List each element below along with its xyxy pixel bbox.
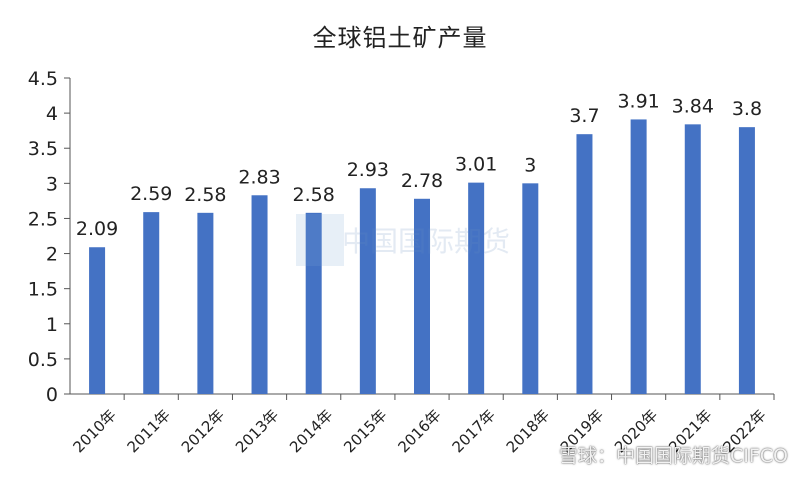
- bar: [630, 119, 647, 394]
- data-label: 2.09: [76, 218, 118, 240]
- data-label: 2.93: [347, 159, 389, 181]
- data-label: 2.83: [238, 166, 280, 188]
- bar: [468, 182, 485, 394]
- watermark-logo-mark: [296, 214, 344, 266]
- bar: [197, 212, 214, 394]
- bar: [738, 127, 755, 395]
- bar: [89, 247, 106, 394]
- y-tick-label: 1.5: [28, 279, 58, 301]
- chart-title: 全球铝土矿产量: [312, 24, 488, 52]
- data-label: 2.58: [184, 184, 226, 206]
- y-tick-label: 1: [46, 314, 58, 336]
- y-tick-label: 3.5: [28, 138, 58, 160]
- watermark-center-text: 中国国际期货: [342, 225, 511, 258]
- x-tick-label: 2018年: [503, 406, 553, 456]
- y-tick-label: 0.5: [28, 349, 58, 371]
- bar: [414, 198, 430, 394]
- y-tick-label: 3: [46, 173, 58, 195]
- bar: [359, 188, 376, 394]
- bar: [576, 134, 593, 394]
- data-label: 3.91: [617, 90, 659, 112]
- data-label: 3.7: [569, 105, 599, 127]
- bar: [522, 183, 539, 394]
- bars: [89, 119, 755, 395]
- y-tick-label: 4.5: [28, 68, 58, 90]
- data-label: 3.84: [672, 95, 714, 117]
- y-tick-label: 2: [46, 244, 58, 266]
- x-tick-label: 2017年: [449, 406, 499, 456]
- y-tick-label: 0: [46, 384, 58, 406]
- y-tick-label: 2.5: [28, 208, 58, 230]
- data-label: 2.78: [401, 170, 443, 192]
- x-tick-label: 2011年: [124, 406, 174, 456]
- x-tick-label: 2014年: [286, 406, 336, 456]
- bar: [251, 195, 268, 394]
- data-label: 2.59: [130, 183, 172, 205]
- y-axis-ticks: 0 0.5 1 1.5 2 2.5 3 3.5 4 4.5: [28, 68, 70, 406]
- y-tick-label: 4: [46, 103, 58, 125]
- watermark-bottom: 雪球：中国国际期货CIFCO: [558, 445, 788, 467]
- bar: [305, 212, 322, 394]
- x-tick-label: 2010年: [69, 406, 119, 456]
- data-label: 3.01: [455, 154, 497, 176]
- watermark-logo: 中国国际期货: [296, 214, 512, 266]
- x-tick-label: 2016年: [394, 406, 444, 456]
- x-tick-label: 2012年: [178, 406, 228, 456]
- bar: [684, 124, 701, 394]
- x-tick-label: 2015年: [340, 406, 390, 456]
- data-labels: 2.09 2.59 2.58 2.83 2.58 2.93 2.78 3.01 3 3.7 3.91…: [76, 90, 762, 240]
- data-label: 3.8: [732, 98, 762, 120]
- x-tick-label: 2013年: [232, 406, 282, 456]
- bar: [143, 212, 160, 394]
- data-label: 2.58: [293, 184, 335, 206]
- data-label: 3: [524, 154, 536, 176]
